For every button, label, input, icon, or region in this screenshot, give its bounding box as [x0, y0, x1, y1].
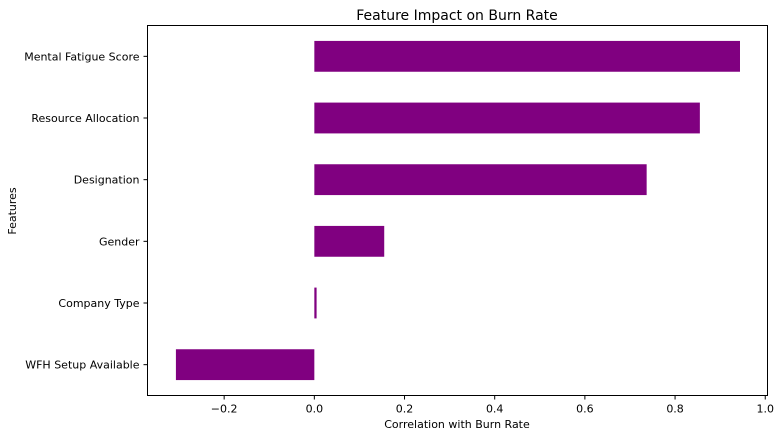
bar — [314, 102, 700, 134]
y-axis-label: Features — [6, 187, 19, 235]
x-tick-label: 0.4 — [486, 403, 504, 416]
x-tick-label: −0.2 — [211, 403, 238, 416]
bar — [314, 225, 385, 257]
x-axis: −0.2 0.0 0.2 0.4 0.6 0.8 1.0 — [211, 395, 774, 416]
x-tick-label: 0.8 — [666, 403, 684, 416]
y-tick-label: Company Type — [58, 297, 139, 310]
x-tick-label: 0.6 — [576, 403, 594, 416]
y-tick-label: Resource Allocation — [31, 112, 139, 125]
bar — [175, 349, 315, 381]
chart-title: Feature Impact on Burn Rate — [356, 8, 558, 24]
y-tick-label: Designation — [74, 174, 140, 187]
y-axis: Mental Fatigue Score Resource Allocation D… — [24, 50, 148, 372]
x-tick-label: 0.2 — [396, 403, 414, 416]
x-axis-label: Correlation with Burn Rate — [384, 418, 530, 431]
bars — [175, 40, 740, 381]
bar — [314, 40, 740, 72]
y-tick-label: Mental Fatigue Score — [24, 50, 140, 63]
x-tick-label: 0.0 — [306, 403, 324, 416]
bar — [314, 164, 647, 196]
x-tick-label: 1.0 — [756, 403, 774, 416]
bar — [314, 287, 317, 319]
plot-frame — [147, 25, 768, 396]
y-tick-label: Gender — [99, 235, 140, 248]
y-tick-label: WFH Setup Available — [25, 359, 140, 372]
